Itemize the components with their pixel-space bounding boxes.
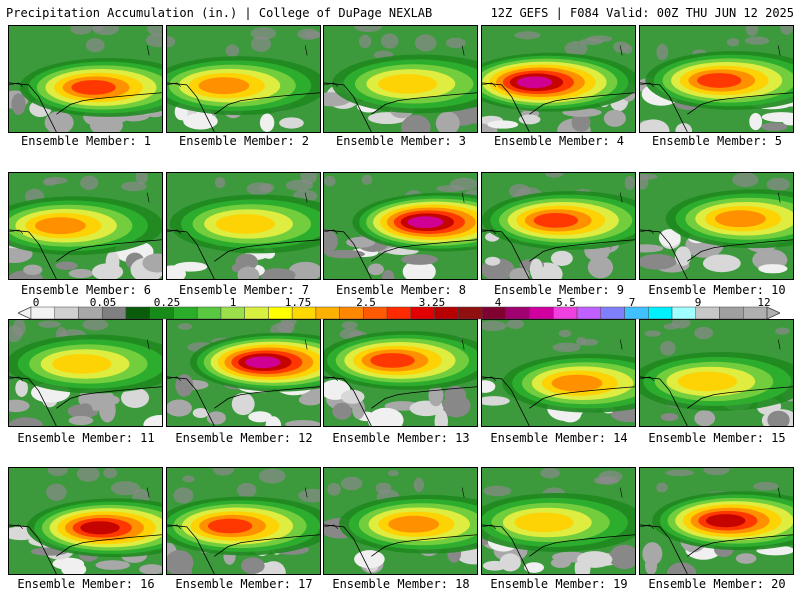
ensemble-member-label: Ensemble Member: 3	[335, 134, 467, 148]
legend-tick-label: 0.05	[89, 296, 117, 309]
ensemble-panel-10	[639, 172, 794, 280]
legend-tick-label: 3.25	[418, 296, 446, 309]
ensemble-panel-5	[639, 25, 794, 133]
legend-tick-label: 0.25	[153, 296, 181, 309]
ensemble-panel-14	[481, 319, 636, 427]
ensemble-member-label: Ensemble Member: 11	[17, 431, 155, 445]
ensemble-member-label: Ensemble Member: 5	[651, 134, 783, 148]
ensemble-panel-4	[481, 25, 636, 133]
ensemble-member-label: Ensemble Member: 7	[178, 283, 310, 297]
ensemble-panel-15	[639, 319, 794, 427]
ensemble-member-label: Ensemble Member: 9	[493, 283, 625, 297]
header-valid-time: 12Z GEFS | F084 Valid: 00Z THU JUN 12 20…	[490, 6, 794, 20]
ensemble-member-label: Ensemble Member: 6	[20, 283, 152, 297]
ensemble-panel-18	[323, 467, 478, 575]
legend-tick-label: 5.5	[556, 296, 576, 309]
ensemble-member-label: Ensemble Member: 13	[332, 431, 470, 445]
legend-tick-label: 9	[694, 296, 702, 309]
ensemble-panel-11	[8, 319, 163, 427]
ensemble-panel-2	[166, 25, 321, 133]
ensemble-member-label: Ensemble Member: 16	[17, 577, 155, 591]
ensemble-member-label: Ensemble Member: 19	[490, 577, 628, 591]
legend-tick-label: 0	[32, 296, 40, 309]
ensemble-panel-7	[166, 172, 321, 280]
ensemble-member-label: Ensemble Member: 15	[648, 431, 786, 445]
ensemble-panel-12	[166, 319, 321, 427]
ensemble-member-label: Ensemble Member: 20	[648, 577, 786, 591]
ensemble-member-label: Ensemble Member: 18	[332, 577, 470, 591]
ensemble-panel-16	[8, 467, 163, 575]
legend-tick-label: 7	[628, 296, 636, 309]
ensemble-member-label: Ensemble Member: 14	[490, 431, 628, 445]
legend-tick-label: 12	[757, 296, 771, 309]
legend-tick-label: 2.5	[356, 296, 376, 309]
ensemble-panel-8	[323, 172, 478, 280]
legend-tick-label: 1.75	[284, 296, 312, 309]
color-legend-bar	[18, 306, 780, 320]
ensemble-member-label: Ensemble Member: 8	[335, 283, 467, 297]
header-title: Precipitation Accumulation (in.) | Colle…	[6, 6, 433, 20]
ensemble-member-label: Ensemble Member: 4	[493, 134, 625, 148]
ensemble-panel-9	[481, 172, 636, 280]
ensemble-member-label: Ensemble Member: 2	[178, 134, 310, 148]
ensemble-panel-19	[481, 467, 636, 575]
ensemble-panel-17	[166, 467, 321, 575]
ensemble-member-label: Ensemble Member: 17	[175, 577, 313, 591]
ensemble-panel-6	[8, 172, 163, 280]
ensemble-panel-20	[639, 467, 794, 575]
ensemble-member-label: Ensemble Member: 10	[648, 283, 786, 297]
ensemble-panel-1	[8, 25, 163, 133]
ensemble-panel-3	[323, 25, 478, 133]
ensemble-panel-13	[323, 319, 478, 427]
ensemble-member-label: Ensemble Member: 12	[175, 431, 313, 445]
ensemble-member-label: Ensemble Member: 1	[20, 134, 152, 148]
legend-tick-label: 4	[494, 296, 502, 309]
legend-tick-label: 1	[229, 296, 237, 309]
